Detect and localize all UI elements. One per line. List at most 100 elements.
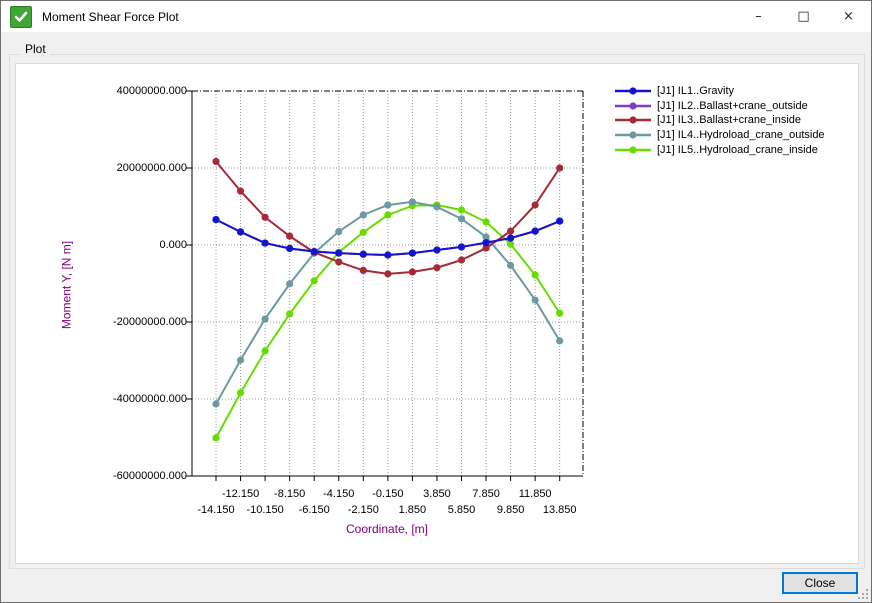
minimize-button[interactable]: – bbox=[755, 9, 762, 24]
x-tick-label: 3.850 bbox=[423, 488, 451, 500]
data-point-marker bbox=[457, 256, 466, 264]
plot-groupbox bbox=[9, 54, 865, 569]
data-point-marker bbox=[261, 315, 269, 323]
moment-chart bbox=[186, 90, 584, 481]
y-tick-label: -60000000.000 bbox=[112, 470, 187, 482]
x-tick-label: -0.150 bbox=[372, 488, 404, 500]
data-point-marker bbox=[310, 277, 318, 285]
data-point-marker bbox=[507, 227, 515, 235]
data-point-marker bbox=[359, 211, 367, 219]
data-point-marker bbox=[310, 247, 318, 256]
data-point-marker bbox=[531, 271, 539, 279]
data-point-marker bbox=[359, 228, 367, 236]
title-bar[interactable]: Moment Shear Force Plot – □ × bbox=[1, 1, 871, 32]
legend-swatch-icon bbox=[615, 116, 651, 125]
x-tick-label: 9.850 bbox=[496, 504, 525, 516]
data-point-marker bbox=[236, 187, 245, 195]
x-tick-label: 13.850 bbox=[542, 504, 577, 516]
x-tick-label: -14.150 bbox=[197, 504, 235, 516]
data-point-marker bbox=[507, 261, 515, 270]
data-point-marker bbox=[433, 203, 441, 211]
data-point-marker bbox=[482, 218, 490, 226]
resize-grip-icon[interactable] bbox=[858, 589, 868, 599]
legend-swatch-icon bbox=[615, 131, 651, 139]
chart-legend: [J1] IL1..Gravity [J1] IL2..Ballast+crane… bbox=[614, 84, 825, 157]
data-point-marker bbox=[556, 217, 564, 225]
legend-label: [J1] IL4..Hydroload_crane_outside bbox=[657, 129, 825, 142]
x-tick-label: -6.150 bbox=[298, 504, 330, 516]
chart-panel: 40000000.000 20000000.000 0.000 -20000000.0… bbox=[15, 63, 859, 564]
data-point-marker bbox=[457, 206, 466, 214]
close-button[interactable]: Close bbox=[782, 572, 858, 594]
data-point-marker bbox=[286, 244, 294, 253]
data-point-marker bbox=[507, 240, 515, 248]
x-tick-label: -10.150 bbox=[246, 504, 284, 516]
data-point-marker bbox=[384, 270, 392, 278]
data-point-marker bbox=[212, 434, 220, 442]
app-check-icon bbox=[10, 5, 32, 28]
legend-item: [J1] IL2..Ballast+crane_outside bbox=[614, 99, 825, 114]
legend-item: [J1] IL5..Hydroload_crane_inside bbox=[614, 142, 825, 157]
legend-label: [J1] IL5..Hydroload_crane_inside bbox=[657, 143, 818, 156]
y-tick-label: -20000000.000 bbox=[112, 316, 187, 328]
window-title: Moment Shear Force Plot bbox=[42, 9, 179, 24]
data-point-marker bbox=[384, 201, 392, 209]
legend-label: [J1] IL2..Ballast+crane_outside bbox=[657, 99, 808, 112]
y-tick-label: 20000000.000 bbox=[116, 162, 187, 174]
data-point-marker bbox=[286, 310, 294, 318]
legend-label: [J1] IL1..Gravity bbox=[657, 85, 735, 98]
data-point-marker bbox=[236, 356, 245, 364]
data-point-marker bbox=[408, 268, 416, 276]
data-point-marker bbox=[212, 215, 220, 224]
data-point-marker bbox=[433, 246, 441, 254]
plot-groupbox-label: Plot bbox=[21, 42, 50, 56]
x-tick-label: 11.850 bbox=[518, 488, 552, 500]
data-point-marker bbox=[335, 249, 343, 257]
y-tick-label: 40000000.000 bbox=[116, 85, 187, 97]
legend-label: [J1] IL3..Ballast+crane_inside bbox=[657, 114, 802, 127]
data-point-marker bbox=[531, 201, 539, 209]
data-point-marker bbox=[556, 309, 564, 317]
close-window-button[interactable]: × bbox=[843, 9, 854, 24]
data-point-marker bbox=[531, 296, 539, 304]
x-tick-label: -8.150 bbox=[274, 488, 306, 500]
data-point-marker bbox=[384, 251, 392, 259]
x-tick-label: -12.150 bbox=[221, 488, 260, 500]
data-point-marker bbox=[286, 232, 294, 240]
data-point-marker bbox=[384, 211, 392, 219]
data-point-marker bbox=[261, 347, 269, 355]
data-point-marker bbox=[556, 164, 564, 172]
data-point-marker bbox=[212, 400, 220, 408]
data-point-marker bbox=[556, 337, 564, 345]
data-point-marker bbox=[335, 227, 343, 236]
x-tick-label: 1.850 bbox=[398, 504, 427, 516]
data-point-marker bbox=[482, 244, 490, 252]
y-axis-title: Moment Y, [N m] bbox=[59, 240, 74, 330]
x-tick-label: -2.150 bbox=[347, 504, 379, 516]
data-point-marker bbox=[359, 250, 367, 258]
data-point-marker bbox=[482, 239, 490, 247]
data-point-marker bbox=[212, 157, 220, 166]
data-point-marker bbox=[482, 233, 490, 241]
data-point-marker bbox=[433, 264, 441, 272]
data-point-marker bbox=[236, 389, 245, 397]
data-point-marker bbox=[457, 215, 466, 223]
data-point-marker bbox=[531, 227, 539, 235]
legend-swatch-icon bbox=[615, 87, 651, 95]
x-tick-label: 7.850 bbox=[472, 488, 500, 500]
data-point-marker bbox=[507, 234, 515, 242]
legend-item: [J1] IL4..Hydroload_crane_outside bbox=[614, 128, 825, 143]
x-tick-label: 5.850 bbox=[447, 504, 476, 516]
x-tick-label: -4.150 bbox=[323, 488, 355, 500]
y-tick-label: -40000000.000 bbox=[112, 393, 187, 405]
maximize-button[interactable]: □ bbox=[797, 9, 810, 24]
data-point-marker bbox=[335, 258, 343, 266]
data-point-marker bbox=[359, 266, 367, 275]
data-point-marker bbox=[457, 243, 466, 251]
data-point-marker bbox=[261, 213, 269, 221]
legend-item: [J1] IL1..Gravity bbox=[614, 84, 825, 99]
data-point-marker bbox=[408, 198, 416, 206]
data-point-marker bbox=[261, 239, 269, 247]
legend-swatch-icon bbox=[615, 102, 651, 110]
